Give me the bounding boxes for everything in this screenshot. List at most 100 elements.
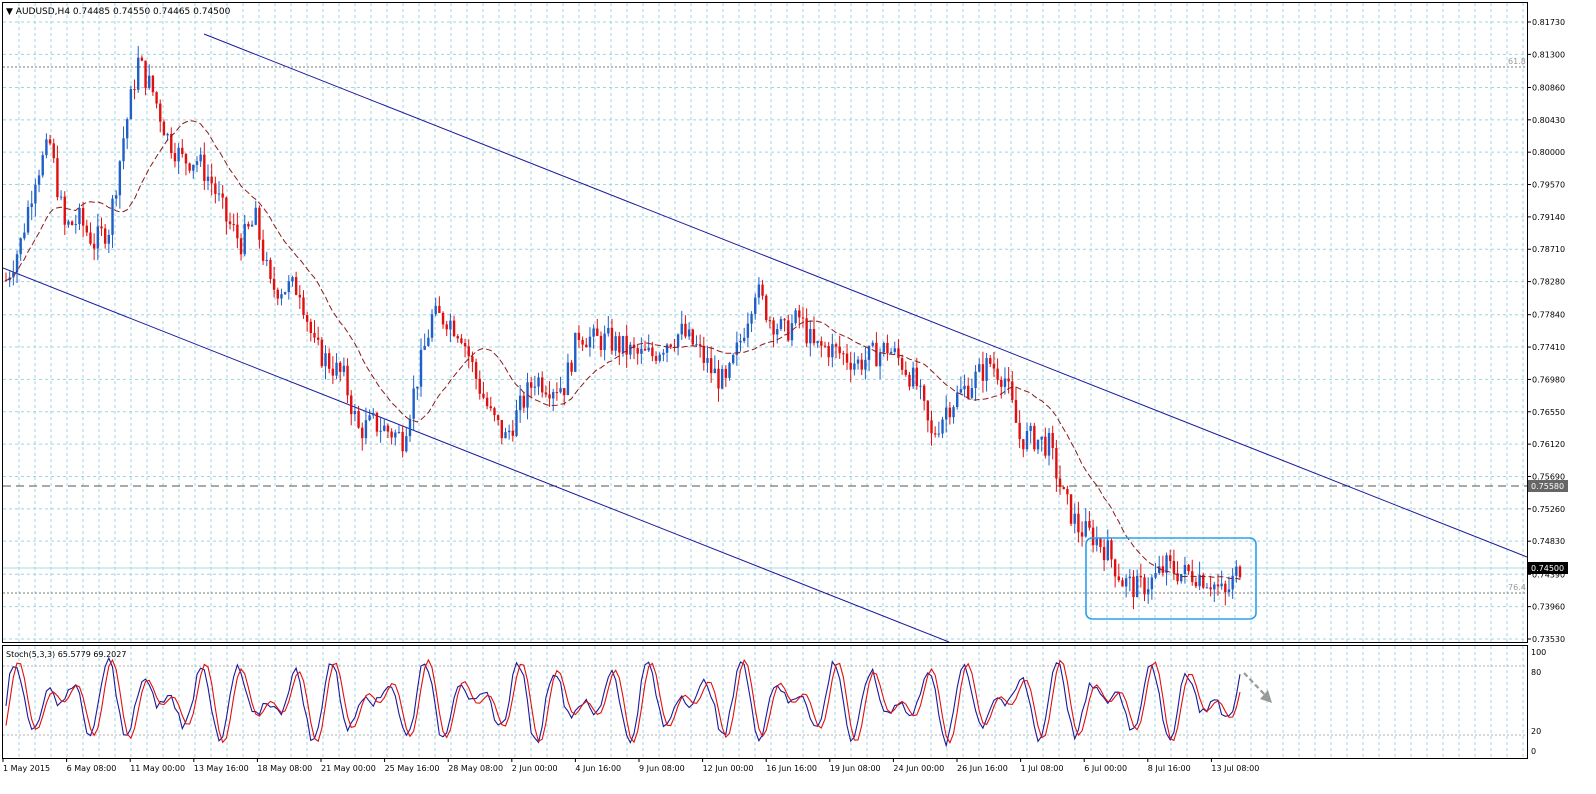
candle-body[interactable] bbox=[500, 420, 504, 439]
candle-body[interactable] bbox=[397, 431, 401, 433]
candle-body[interactable] bbox=[908, 374, 911, 387]
candle-body[interactable] bbox=[159, 103, 162, 122]
candle-body[interactable] bbox=[456, 336, 459, 339]
candle-body[interactable] bbox=[445, 324, 448, 330]
candle-body[interactable] bbox=[1058, 478, 1062, 488]
candle-body[interactable] bbox=[956, 392, 959, 408]
candle-body[interactable] bbox=[742, 337, 746, 342]
candle-body[interactable] bbox=[1158, 566, 1161, 574]
candle-body[interactable] bbox=[856, 359, 860, 364]
candle-body[interactable] bbox=[522, 395, 526, 408]
candle-body[interactable] bbox=[669, 344, 672, 347]
candle-body[interactable] bbox=[287, 281, 290, 293]
range-box[interactable] bbox=[1085, 537, 1257, 620]
candle-body[interactable] bbox=[1143, 577, 1146, 595]
candle-body[interactable] bbox=[313, 332, 316, 338]
down-arrow-icon[interactable] bbox=[1243, 672, 1272, 703]
candle-body[interactable] bbox=[504, 432, 507, 439]
candle-body[interactable] bbox=[339, 362, 342, 372]
candle-body[interactable] bbox=[1183, 564, 1187, 575]
candle-body[interactable] bbox=[1055, 448, 1058, 479]
candle-body[interactable] bbox=[441, 312, 445, 325]
candle-body[interactable] bbox=[809, 328, 812, 344]
candle-body[interactable] bbox=[195, 161, 199, 165]
candle-body[interactable] bbox=[720, 368, 724, 389]
candle-body[interactable] bbox=[823, 345, 827, 347]
candle-body[interactable] bbox=[283, 292, 287, 295]
candle-body[interactable] bbox=[1124, 578, 1128, 587]
candle-body[interactable] bbox=[864, 359, 867, 370]
candle-body[interactable] bbox=[452, 320, 456, 337]
candle-body[interactable] bbox=[1176, 573, 1179, 582]
candle-body[interactable] bbox=[48, 139, 52, 144]
candle-body[interactable] bbox=[684, 323, 687, 337]
candle-body[interactable] bbox=[544, 392, 548, 395]
candle-body[interactable] bbox=[30, 203, 33, 208]
candle-body[interactable] bbox=[320, 339, 324, 367]
candle-body[interactable] bbox=[691, 329, 694, 345]
candle-body[interactable] bbox=[460, 338, 463, 343]
candle-body[interactable] bbox=[70, 221, 74, 225]
candle-body[interactable] bbox=[717, 368, 720, 389]
stochastic-signal-line[interactable] bbox=[5, 658, 1241, 744]
candle-body[interactable] bbox=[144, 60, 147, 88]
candle-body[interactable] bbox=[221, 193, 224, 198]
candle-body[interactable] bbox=[305, 315, 309, 322]
candle-body[interactable] bbox=[12, 272, 15, 278]
candle-body[interactable] bbox=[820, 341, 823, 346]
candle-body[interactable] bbox=[662, 352, 665, 355]
candle-body[interactable] bbox=[746, 323, 750, 338]
candle-body[interactable] bbox=[1194, 581, 1198, 587]
candle-body[interactable] bbox=[878, 352, 882, 367]
candle-body[interactable] bbox=[85, 225, 88, 233]
candle-body[interactable] bbox=[423, 345, 426, 350]
candle-body[interactable] bbox=[518, 395, 522, 411]
candle-body[interactable] bbox=[709, 358, 713, 374]
candle-body[interactable] bbox=[636, 348, 639, 354]
candle-body[interactable] bbox=[37, 175, 41, 185]
candle-body[interactable] bbox=[816, 341, 819, 344]
candle-body[interactable] bbox=[1095, 538, 1098, 546]
candle-body[interactable] bbox=[926, 400, 930, 421]
candle-body[interactable] bbox=[155, 92, 158, 104]
candle-body[interactable] bbox=[56, 158, 59, 198]
candle-body[interactable] bbox=[1205, 587, 1209, 589]
candle-body[interactable] bbox=[327, 353, 331, 369]
candle-body[interactable] bbox=[541, 377, 544, 393]
candle-body[interactable] bbox=[140, 57, 144, 61]
candle-body[interactable] bbox=[254, 207, 257, 225]
candle-body[interactable] bbox=[886, 342, 889, 354]
candle-body[interactable] bbox=[474, 362, 478, 379]
candle-body[interactable] bbox=[614, 336, 617, 351]
candle-body[interactable] bbox=[1213, 584, 1216, 590]
candle-body[interactable] bbox=[1113, 559, 1117, 577]
candle-body[interactable] bbox=[834, 344, 838, 347]
candle-body[interactable] bbox=[1220, 583, 1223, 587]
candle-body[interactable] bbox=[261, 239, 265, 261]
candle-body[interactable] bbox=[838, 346, 841, 354]
candle-body[interactable] bbox=[735, 342, 739, 355]
candle-body[interactable] bbox=[640, 348, 643, 354]
candle-body[interactable] bbox=[794, 310, 797, 324]
candle-body[interactable] bbox=[379, 430, 382, 432]
candle-body[interactable] bbox=[1216, 584, 1220, 587]
candle-body[interactable] bbox=[162, 121, 166, 136]
candle-body[interactable] bbox=[805, 318, 808, 344]
candle-body[interactable] bbox=[1073, 513, 1076, 524]
candle-body[interactable] bbox=[610, 327, 614, 351]
candle-body[interactable] bbox=[265, 259, 268, 261]
candle-body[interactable] bbox=[335, 362, 338, 376]
candle-body[interactable] bbox=[463, 342, 467, 347]
candle-body[interactable] bbox=[493, 408, 496, 416]
candle-body[interactable] bbox=[728, 363, 731, 378]
candle-body[interactable] bbox=[125, 119, 129, 139]
candle-body[interactable] bbox=[236, 224, 239, 239]
candle-body[interactable] bbox=[731, 354, 735, 364]
candle-body[interactable] bbox=[1000, 379, 1003, 387]
candle-body[interactable] bbox=[489, 406, 492, 409]
candle-body[interactable] bbox=[853, 363, 856, 370]
candle-body[interactable] bbox=[992, 363, 996, 369]
candle-body[interactable] bbox=[1066, 489, 1069, 495]
candle-body[interactable] bbox=[842, 353, 845, 355]
candle-body[interactable] bbox=[118, 161, 122, 196]
